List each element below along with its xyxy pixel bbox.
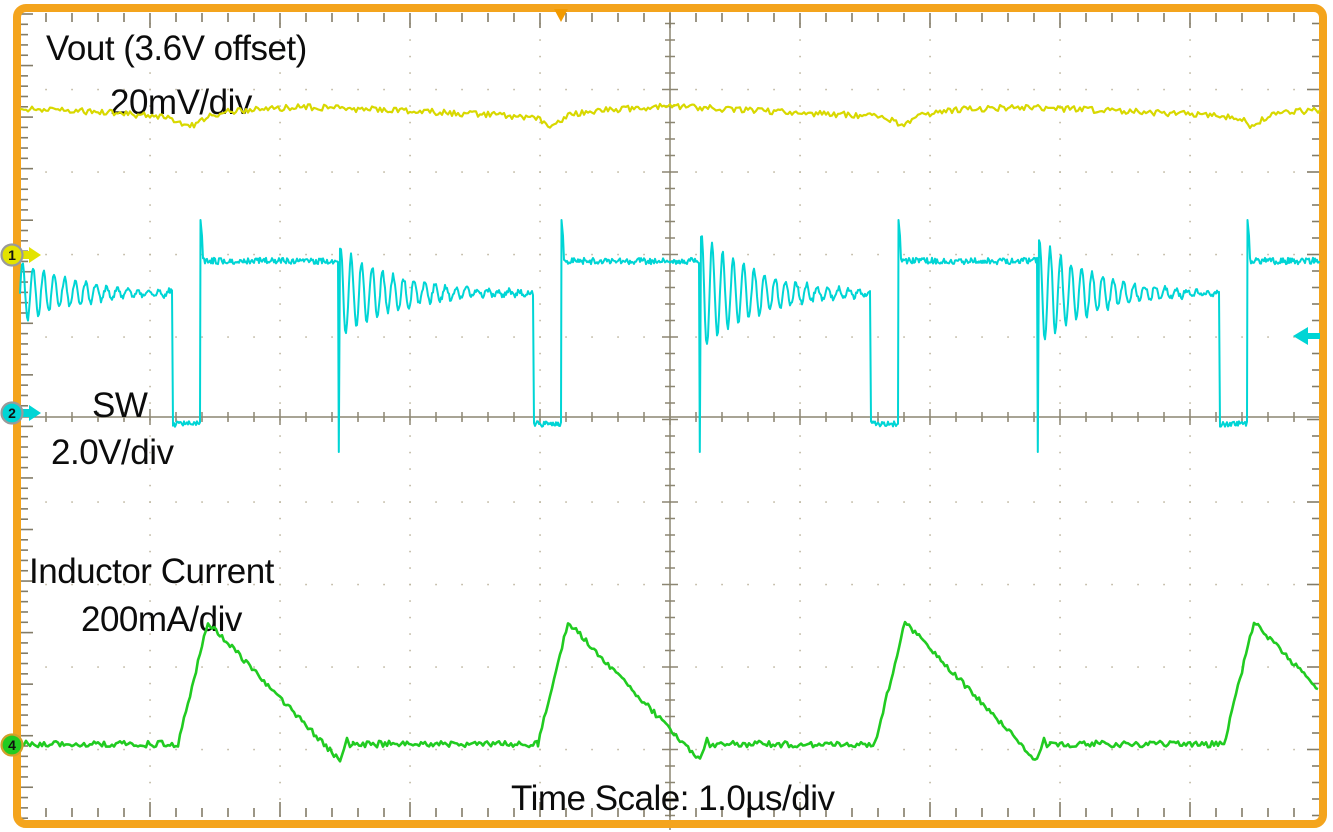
svg-text:4: 4: [8, 737, 16, 753]
label-sw-scale: 2.0V/div: [51, 433, 174, 472]
channel-2-position-arrow-icon: [22, 405, 41, 421]
channel-4-marker: 4: [0, 733, 24, 757]
ch1-vout-trace: [19, 102, 1321, 130]
trigger-level-arrow-icon: [1293, 327, 1320, 345]
trigger-position-icon: [554, 9, 568, 22]
label-sw-title: SW: [92, 386, 148, 425]
ch2-sw-trace: [19, 219, 1321, 453]
label-time-scale: Time Scale: 1.0µs/div: [511, 779, 835, 818]
center-axes: [19, 7, 1321, 830]
channel-1-marker: 1: [0, 243, 41, 267]
edge-rulers: [21, 13, 1319, 819]
label-vout-title: Vout (3.6V offset): [46, 29, 307, 68]
channel-1-position-arrow-icon: [22, 247, 41, 263]
svg-text:2: 2: [8, 405, 16, 421]
channel-2-marker: 2: [0, 401, 41, 425]
label-inductor-title: Inductor Current: [29, 552, 274, 591]
svg-text:1: 1: [8, 247, 16, 263]
ch4-inductor-trace: [19, 620, 1319, 763]
